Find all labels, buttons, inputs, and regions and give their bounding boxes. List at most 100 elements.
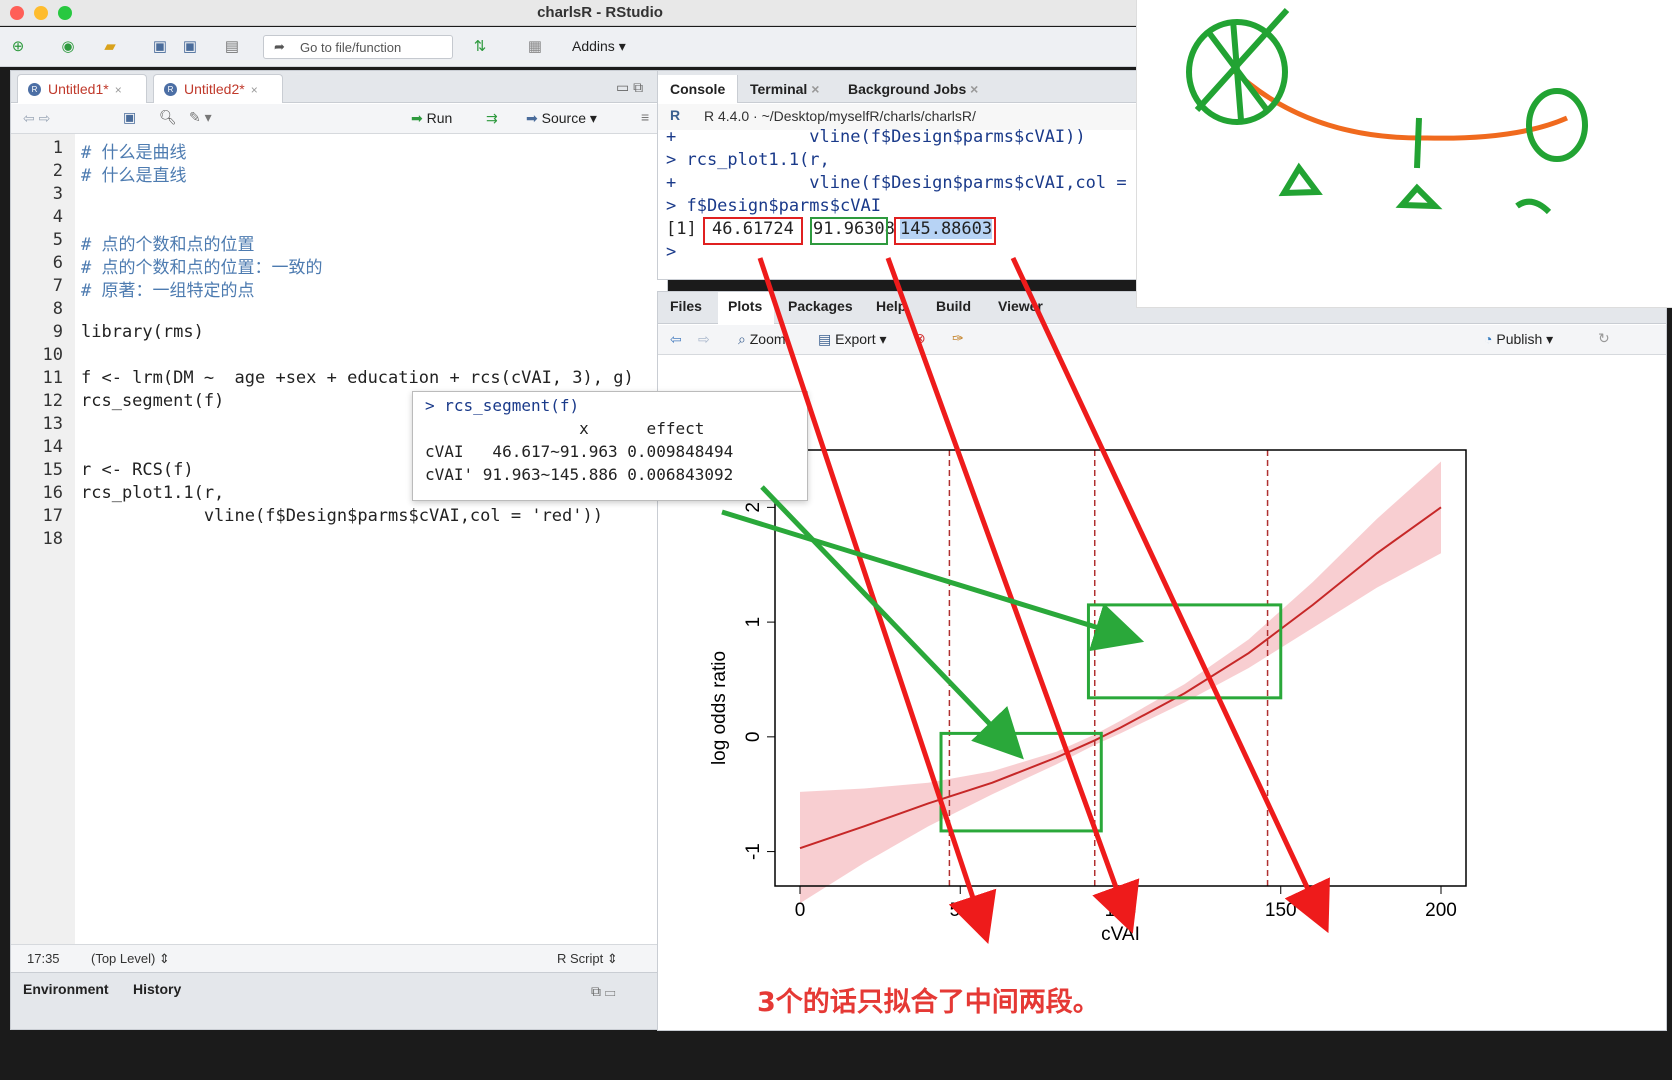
y-tick-label: 2 [743, 502, 764, 513]
tab-files[interactable]: Files [670, 298, 702, 314]
publish-button[interactable]: ◔ Publish ▾ [1484, 331, 1554, 347]
line-number: 5 [52, 230, 63, 250]
tab-history[interactable]: History [133, 981, 182, 997]
environment-pane-collapsed: Environment History ⧉ ▭ [11, 972, 667, 1029]
tab-help[interactable]: Help [876, 298, 907, 314]
green-arrow [760, 485, 1024, 760]
minimize-window-button[interactable] [34, 6, 48, 20]
code-line: r <- RCS(f) [81, 460, 194, 480]
line-number: 8 [52, 299, 63, 319]
addins-menu[interactable]: Addins ▾ [572, 38, 626, 54]
highlight-box-red [894, 217, 996, 245]
terminal-label: Terminal [750, 81, 808, 97]
minimize-pane-icon[interactable]: ▭ ⧉ [616, 79, 644, 95]
working-directory[interactable]: R 4.4.0 · ~/Desktop/myselfR/charls/charl… [704, 108, 976, 124]
line-number: 10 [42, 345, 63, 365]
back-forward-icon[interactable]: ⇦ ⇨ [23, 110, 51, 126]
addins-label: Addins [572, 38, 615, 54]
code-editor[interactable]: # 什么是曲线 # 什么是直线 # 点的个数和点的位置 # 点的个数和点的位置：一致的… [81, 134, 667, 944]
console-prompt[interactable]: > [666, 242, 677, 262]
plots-pane: Files Plots Packages Help Build Viewer ⇦… [657, 291, 1667, 1031]
next-plot-icon[interactable]: ⇨ [698, 331, 710, 347]
close-window-button[interactable] [10, 6, 24, 20]
zoom-button[interactable]: ⌕ Zoom [738, 331, 786, 348]
scope-selector[interactable]: (Top Level) ⇕ [91, 951, 170, 966]
rerun-icon[interactable]: ⇉ [486, 110, 498, 126]
goto-file-input[interactable]: ➦ Go to file/function [263, 35, 453, 59]
sketch-triangle [1278, 162, 1323, 197]
code-tools-icon[interactable]: ✎ ▾ [189, 109, 212, 125]
workspace-panes-icon[interactable]: ▦ [527, 38, 543, 55]
open-folder-icon[interactable]: ▰ [104, 38, 116, 55]
active-tab-bg [718, 292, 774, 324]
close-tab-icon[interactable]: × [970, 81, 979, 97]
tab-console[interactable]: Console [658, 75, 739, 103]
tab-environment[interactable]: Environment [23, 981, 109, 997]
new-project-icon[interactable]: ◉ [61, 38, 75, 55]
code-line: rcs_plot1.1(r, [81, 483, 225, 503]
outline-icon[interactable]: ≡ [641, 109, 650, 125]
red-arrow [757, 257, 997, 944]
x-tick-label: 0 [795, 900, 806, 921]
code-line: f <- lrm(DM ~ age +sex + education + rcs… [81, 368, 634, 388]
x-tick-label: 200 [1425, 900, 1457, 921]
file-type-selector[interactable]: R Script ⇕ [557, 951, 618, 966]
close-tab-icon[interactable]: × [811, 81, 820, 97]
run-button[interactable]: ➡ Run [411, 110, 452, 127]
tab-plots[interactable]: Plots [728, 298, 763, 314]
publish-icon: ◔ [1484, 331, 1493, 347]
r-file-icon: R [164, 83, 177, 96]
version-control-icon[interactable]: ⇅ [473, 38, 487, 55]
save-icon[interactable]: ▣ [152, 38, 168, 55]
sketch-triangle [1395, 183, 1443, 210]
code-line: # 点的个数和点的位置 [81, 235, 255, 255]
tab-build[interactable]: Build [936, 298, 971, 314]
save-all-icon[interactable]: ▣ [182, 38, 198, 55]
previous-plot-icon[interactable]: ⇦ [670, 331, 682, 347]
export-icon: ▤ [818, 331, 832, 347]
console-line: > rcs_plot1.1(r, [666, 150, 830, 170]
whiteboard-overlay [1136, 0, 1672, 308]
code-line: # 什么是曲线 [81, 143, 187, 163]
save-file-icon[interactable]: ▣ [123, 109, 137, 125]
line-number: 3 [52, 184, 63, 204]
tab-untitled2[interactable]: R Untitled2* × [153, 74, 283, 103]
export-label: Export [835, 331, 876, 347]
tab-terminal[interactable]: Terminal × [738, 75, 831, 103]
line-number: 4 [52, 207, 63, 227]
export-button[interactable]: ▤ Export ▾ [818, 331, 887, 347]
source-button[interactable]: ➡ Source ▾ [526, 110, 597, 126]
remove-plot-icon[interactable]: ⊗ [914, 330, 926, 346]
line-number: 1 [52, 138, 63, 158]
highlight-box-red [703, 217, 803, 245]
highlight-box-green [810, 217, 888, 245]
sketch-cross [1194, 7, 1290, 121]
tab-packages[interactable]: Packages [788, 298, 853, 314]
tab-untitled1[interactable]: R Untitled1* × [17, 74, 147, 103]
new-file-icon[interactable]: ⊕ [11, 38, 25, 55]
print-icon[interactable]: ▤ [224, 38, 240, 55]
restore-pane-icon[interactable]: ⧉ ▭ [591, 983, 616, 999]
result-index: [1] [666, 219, 697, 239]
sketch-circle [1186, 19, 1288, 125]
goto-arrow-icon: ➦ [274, 39, 285, 54]
zoom-icon: ⌕ [738, 331, 746, 347]
line-number: 6 [52, 253, 63, 273]
close-tab-icon[interactable]: × [114, 83, 122, 97]
close-tab-icon[interactable]: × [250, 83, 258, 97]
maximize-window-button[interactable] [58, 6, 72, 20]
tab-label: Untitled1* [48, 81, 109, 97]
refresh-icon[interactable]: ↻ [1598, 330, 1610, 346]
code-line: library(rms) [81, 322, 204, 342]
find-icon[interactable]: 🔍︎ [159, 109, 177, 125]
line-number: 9 [52, 322, 63, 342]
knot-value-1: 46.61724 [712, 219, 794, 239]
clear-plots-icon[interactable]: ✑ [952, 330, 964, 346]
knot-value-2: 91.96308 [813, 219, 895, 239]
code-line: # 原著：一组特定的点 [81, 281, 255, 301]
plots-toolbar: ⇦ ⇨ ⌕ Zoom ▤ Export ▾ ⊗ ✑ ◔ Publish ▾ ↻ [658, 325, 1666, 355]
tab-label: Untitled2* [184, 81, 245, 97]
tab-background-jobs[interactable]: Background Jobs × [836, 75, 990, 103]
y-tick-label: 0 [743, 732, 764, 743]
